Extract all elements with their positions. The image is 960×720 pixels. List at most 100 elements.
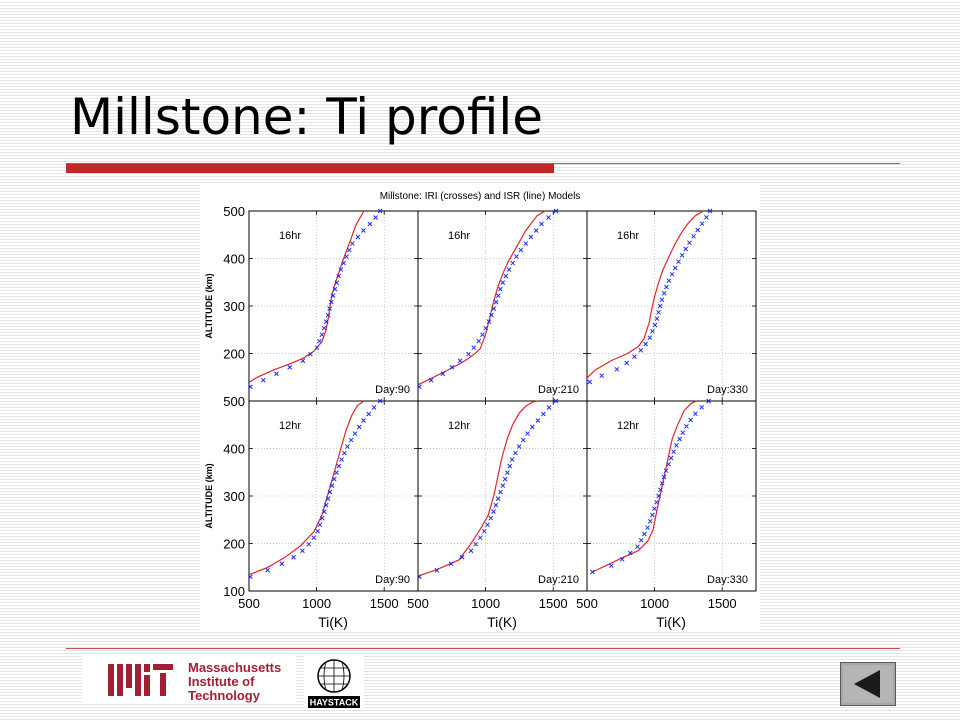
iri-cross-point — [619, 556, 625, 562]
iri-cross-point — [632, 354, 637, 360]
isr-line-series — [587, 210, 704, 378]
mit-logo-line-1: Massachusetts — [188, 660, 281, 675]
iri-cross-point — [699, 404, 705, 410]
iri-cross-point — [500, 483, 506, 488]
iri-cross-point — [338, 267, 344, 272]
iri-cross-point — [323, 502, 329, 508]
iri-cross-point — [687, 240, 692, 246]
iri-cross-point — [323, 319, 329, 325]
mit-logo-line-2: Institute of — [188, 674, 255, 689]
iri-cross-point — [679, 252, 685, 258]
iri-cross-point — [317, 338, 322, 344]
iri-cross-point — [539, 221, 544, 227]
iri-cross-point — [459, 554, 465, 560]
panel-day-label: Day:330 — [707, 574, 748, 586]
iri-cross-point — [342, 450, 347, 456]
panel-hour-label: 12hr — [279, 420, 301, 432]
iri-cross-point — [683, 246, 689, 252]
iri-cross-point — [366, 411, 372, 417]
panel-day-label: Day:90 — [375, 574, 410, 586]
x-tick-label: 500 — [238, 596, 260, 611]
iri-cross-point — [507, 463, 513, 469]
iri-cross-point — [514, 254, 519, 259]
chart-figure: Millstone: IRI (crosses) and ISR (line) … — [200, 183, 760, 630]
iri-cross-point — [495, 293, 501, 298]
iri-cross-point — [348, 437, 354, 443]
iri-cross-point — [367, 221, 373, 227]
y-tick-label: 500 — [223, 204, 245, 219]
iri-cross-point — [650, 328, 655, 334]
iri-cross-point — [341, 260, 347, 266]
iri-cross-point — [265, 567, 270, 573]
isr-line-series — [249, 400, 365, 575]
iri-cross-point — [541, 411, 546, 417]
isr-line-series — [418, 210, 546, 385]
iri-cross-point — [516, 444, 522, 449]
iri-cross-point — [652, 322, 658, 328]
iri-cross-point — [371, 405, 377, 410]
iri-cross-point — [416, 384, 422, 390]
iri-cross-point — [345, 444, 350, 449]
iri-cross-point — [643, 341, 648, 347]
iri-cross-point — [672, 265, 678, 271]
title-accent-bar — [66, 164, 554, 173]
iri-cross-point — [344, 254, 349, 259]
ti-profile-chart: Millstone: IRI (crosses) and ISR (line) … — [204, 191, 757, 630]
iri-cross-point — [659, 480, 665, 486]
iri-cross-point — [661, 474, 667, 480]
iri-cross-point — [657, 303, 663, 309]
iri-cross-point — [466, 351, 471, 357]
iri-cross-point — [334, 470, 339, 475]
iri-cross-point — [287, 364, 293, 370]
iri-cross-point — [654, 499, 659, 505]
iri-cross-point — [658, 487, 663, 493]
isr-line-series — [418, 400, 539, 577]
y-axis-label: ALTITUDE (km) — [204, 463, 214, 528]
iri-cross-point — [671, 449, 676, 455]
x-tick-label: 1500 — [708, 596, 737, 611]
iri-cross-point — [493, 502, 499, 508]
iri-cross-point — [652, 506, 657, 512]
iri-cross-point — [457, 358, 463, 364]
iri-cross-point — [664, 284, 669, 290]
x-tick-label: 1500 — [539, 596, 568, 611]
title-rule — [66, 163, 900, 164]
iri-cross-point — [488, 515, 494, 521]
back-button[interactable] — [840, 662, 896, 706]
iri-cross-point — [428, 377, 434, 383]
iri-cross-point — [528, 234, 534, 240]
iri-cross-point — [666, 278, 672, 284]
x-tick-label: 500 — [407, 596, 429, 611]
iri-cross-point — [471, 345, 477, 351]
iri-cross-point — [300, 358, 306, 364]
iri-cross-point — [659, 297, 665, 303]
iri-cross-point — [493, 299, 499, 305]
iri-cross-point — [306, 541, 312, 547]
iri-cross-point — [330, 293, 336, 298]
iri-cross-point — [704, 214, 709, 220]
iri-cross-point — [553, 398, 559, 404]
x-tick-label: 1000 — [302, 596, 331, 611]
iri-cross-point — [498, 286, 503, 292]
iri-cross-point — [684, 423, 689, 429]
iri-cross-point — [260, 377, 266, 383]
iri-cross-point — [468, 548, 474, 554]
iri-cross-point — [449, 364, 455, 370]
x-tick-label: 500 — [576, 596, 598, 611]
iri-cross-point — [513, 450, 518, 456]
chart-panel-4: 12hr Day:90 — [247, 398, 419, 592]
iri-cross-point — [518, 247, 524, 253]
iri-cross-point — [481, 528, 487, 534]
panel-day-label: Day:330 — [707, 384, 748, 396]
iri-cross-point — [355, 234, 361, 240]
iri-cross-point — [638, 347, 644, 353]
triangle-left-icon — [840, 662, 896, 706]
chart-panel-2: 16hr Day:210 — [416, 208, 588, 402]
iri-cross-point — [476, 338, 482, 344]
iri-cross-point — [477, 535, 483, 541]
iri-cross-point — [680, 430, 686, 436]
iri-cross-point — [317, 522, 323, 528]
mit-logo-line-3: Technology — [188, 688, 261, 703]
iri-cross-point — [707, 208, 713, 214]
iri-cross-point — [695, 227, 701, 233]
